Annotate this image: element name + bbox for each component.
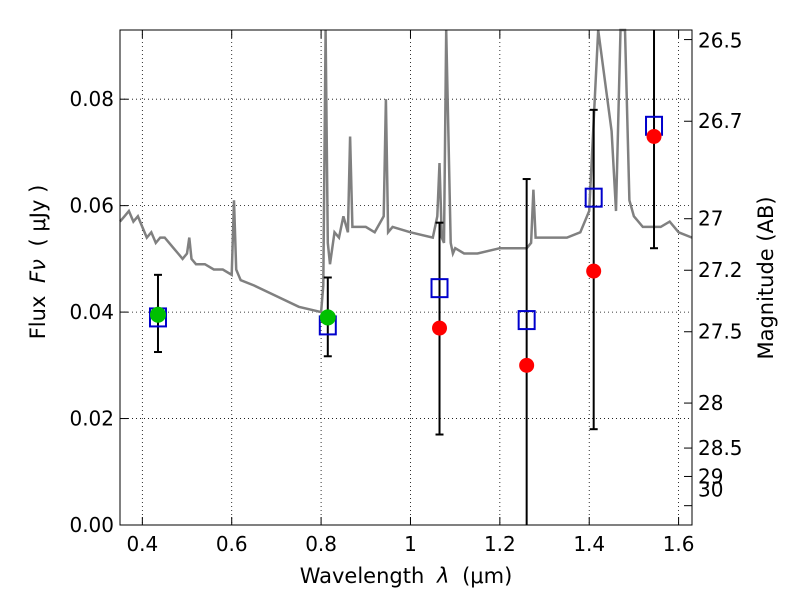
x-axis-label: Wavelength λ (μm) — [300, 564, 513, 588]
y-tick-label: 0.02 — [69, 407, 114, 431]
x-axis-label-prefix: Wavelength — [300, 564, 425, 588]
y-axis-label-symbol: Fν — [26, 259, 50, 283]
red-data-point — [432, 320, 448, 336]
observed-points-layer — [149, 128, 662, 373]
y2-tick-label: 28.5 — [698, 436, 743, 460]
y-axis-label-unit: ( μJy ) — [26, 185, 50, 247]
x-tick-label: 0.4 — [126, 532, 158, 556]
y-tick-label: 0.04 — [69, 300, 114, 324]
errorbar-layer — [153, 30, 659, 525]
spectrum-layer — [119, 28, 693, 314]
x-tick-label: 0.6 — [216, 532, 248, 556]
detection-point — [149, 306, 166, 323]
x-axis-label-symbol: λ — [436, 564, 449, 588]
model-points-layer — [148, 115, 664, 336]
y2-tick-label: 26.7 — [698, 109, 743, 133]
x-tick-label: 1 — [404, 532, 417, 556]
y2-tick-label: 28 — [698, 391, 723, 415]
model-point — [584, 187, 603, 208]
red-data-point — [646, 128, 662, 144]
y2-axis-label: Magnitude (AB) — [754, 196, 778, 359]
x-tick-label: 1.6 — [663, 532, 695, 556]
y2-tick-label: 27.5 — [698, 320, 743, 344]
x-tick-label: 0.8 — [305, 532, 337, 556]
x-axis-label-unit: (μm) — [462, 564, 512, 588]
detection-point — [319, 309, 336, 326]
model-point — [430, 278, 449, 299]
red-data-point — [586, 263, 602, 279]
y-tick-label: 0.06 — [69, 194, 114, 218]
x-tick-label: 1.4 — [573, 532, 605, 556]
y2-tick-label: 30 — [698, 478, 723, 502]
x-tick-label: 1.2 — [484, 532, 516, 556]
y2-tick-label: 26.5 — [698, 29, 743, 53]
y2-tick-label: 29 — [698, 464, 723, 488]
y-axis-ticks: 0.00 0.02 0.04 0.06 0.08 — [69, 87, 128, 537]
y-tick-label: 0.00 — [69, 513, 114, 537]
y2-tick-label: 27.2 — [698, 258, 743, 282]
model-spectrum-line — [119, 28, 693, 314]
plot-frame — [119, 29, 693, 526]
grid-lines — [120, 30, 692, 525]
y-axis-label-prefix: Flux — [26, 296, 50, 340]
y-axis-label: Flux Fν ( μJy ) — [26, 185, 50, 340]
y-tick-label: 0.08 — [69, 87, 114, 111]
x-axis-ticks: 0.4 0.6 0.8 1 1.2 1.4 1.6 — [126, 30, 695, 556]
y2-tick-label: 27 — [698, 207, 723, 231]
model-point — [517, 310, 536, 331]
red-data-point — [519, 357, 535, 373]
